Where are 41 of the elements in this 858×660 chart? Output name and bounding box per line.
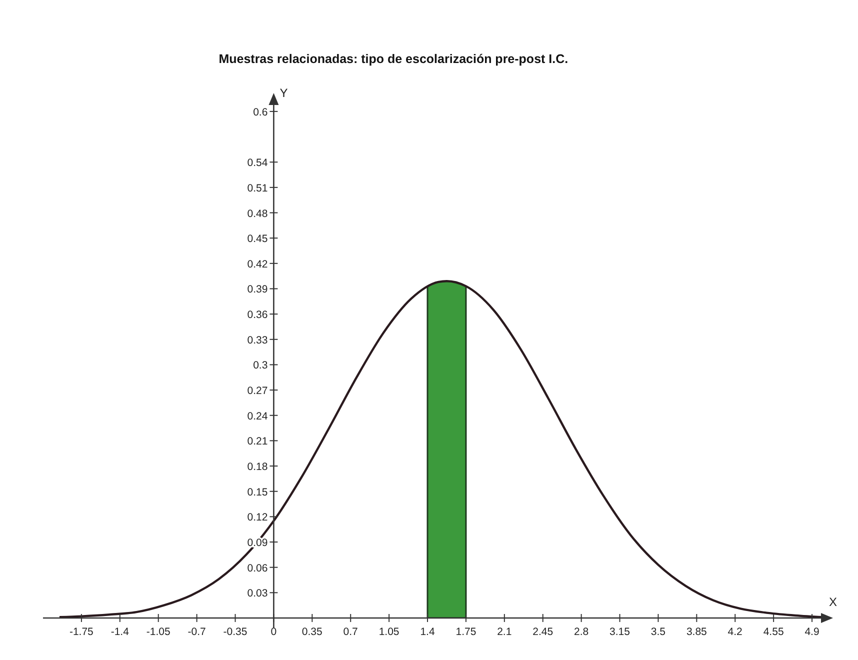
y-tick-label: 0.03 [247, 588, 268, 600]
x-tick-label: 1.4 [420, 626, 435, 638]
x-tick-label: -1.05 [146, 626, 170, 638]
x-tick-label: 2.45 [532, 626, 554, 638]
chart-title: Muestras relacionadas: tipo de escolarización pre-post I.C. [218, 52, 568, 66]
y-tick-label: 0.6 [253, 106, 268, 118]
x-tick-label: -0.7 [188, 626, 206, 638]
y-axis-title: Y [280, 86, 288, 100]
x-tick-label: 0.7 [343, 626, 358, 638]
y-tick-label: 0.27 [247, 385, 268, 398]
y-tick-label: 0.42 [247, 258, 268, 270]
x-tick-label: 0 [270, 626, 277, 638]
y-tick-label: 0.3 [253, 360, 268, 372]
x-tick-label: 3.85 [686, 626, 708, 638]
x-axis-title: X [829, 595, 838, 609]
y-tick-label: 0.39 [247, 284, 268, 296]
x-tick-label: -1.75 [69, 626, 94, 638]
x-tick-label: 3.15 [610, 626, 630, 638]
x-tick-label: 2.1 [497, 626, 512, 638]
x-tick-label: 0.35 [302, 626, 323, 638]
y-tick-label: 0.24 [247, 410, 268, 422]
y-tick-label: 0.21 [247, 436, 268, 448]
x-tick-label: 3.5 [650, 626, 666, 638]
x-tick-label: 4.9 [804, 626, 820, 638]
y-tick-label: 0.06 [247, 562, 268, 574]
y-tick-label: 0.18 [247, 461, 268, 474]
x-tick-label: 1.75 [456, 626, 476, 638]
x-tick-label: 2.8 [574, 626, 589, 638]
y-tick-label: 0.48 [247, 208, 268, 220]
y-tick-label: 0.54 [247, 157, 268, 170]
y-tick-label: 0.36 [247, 309, 268, 322]
x-tick-label: 4.55 [763, 626, 784, 638]
y-tick-label: 0.15 [247, 486, 268, 498]
x-tick-label: 4.2 [728, 626, 743, 638]
y-tick-label: 0.51 [247, 182, 268, 194]
y-tick-label: 0.45 [247, 233, 268, 246]
y-tick-label: 0.33 [247, 334, 268, 346]
x-tick-label: 1.05 [378, 626, 400, 638]
x-tick-label: -1.4 [110, 626, 130, 638]
x-tick-label: -0.35 [223, 626, 248, 638]
y-tick-label: 0.12 [247, 512, 268, 524]
